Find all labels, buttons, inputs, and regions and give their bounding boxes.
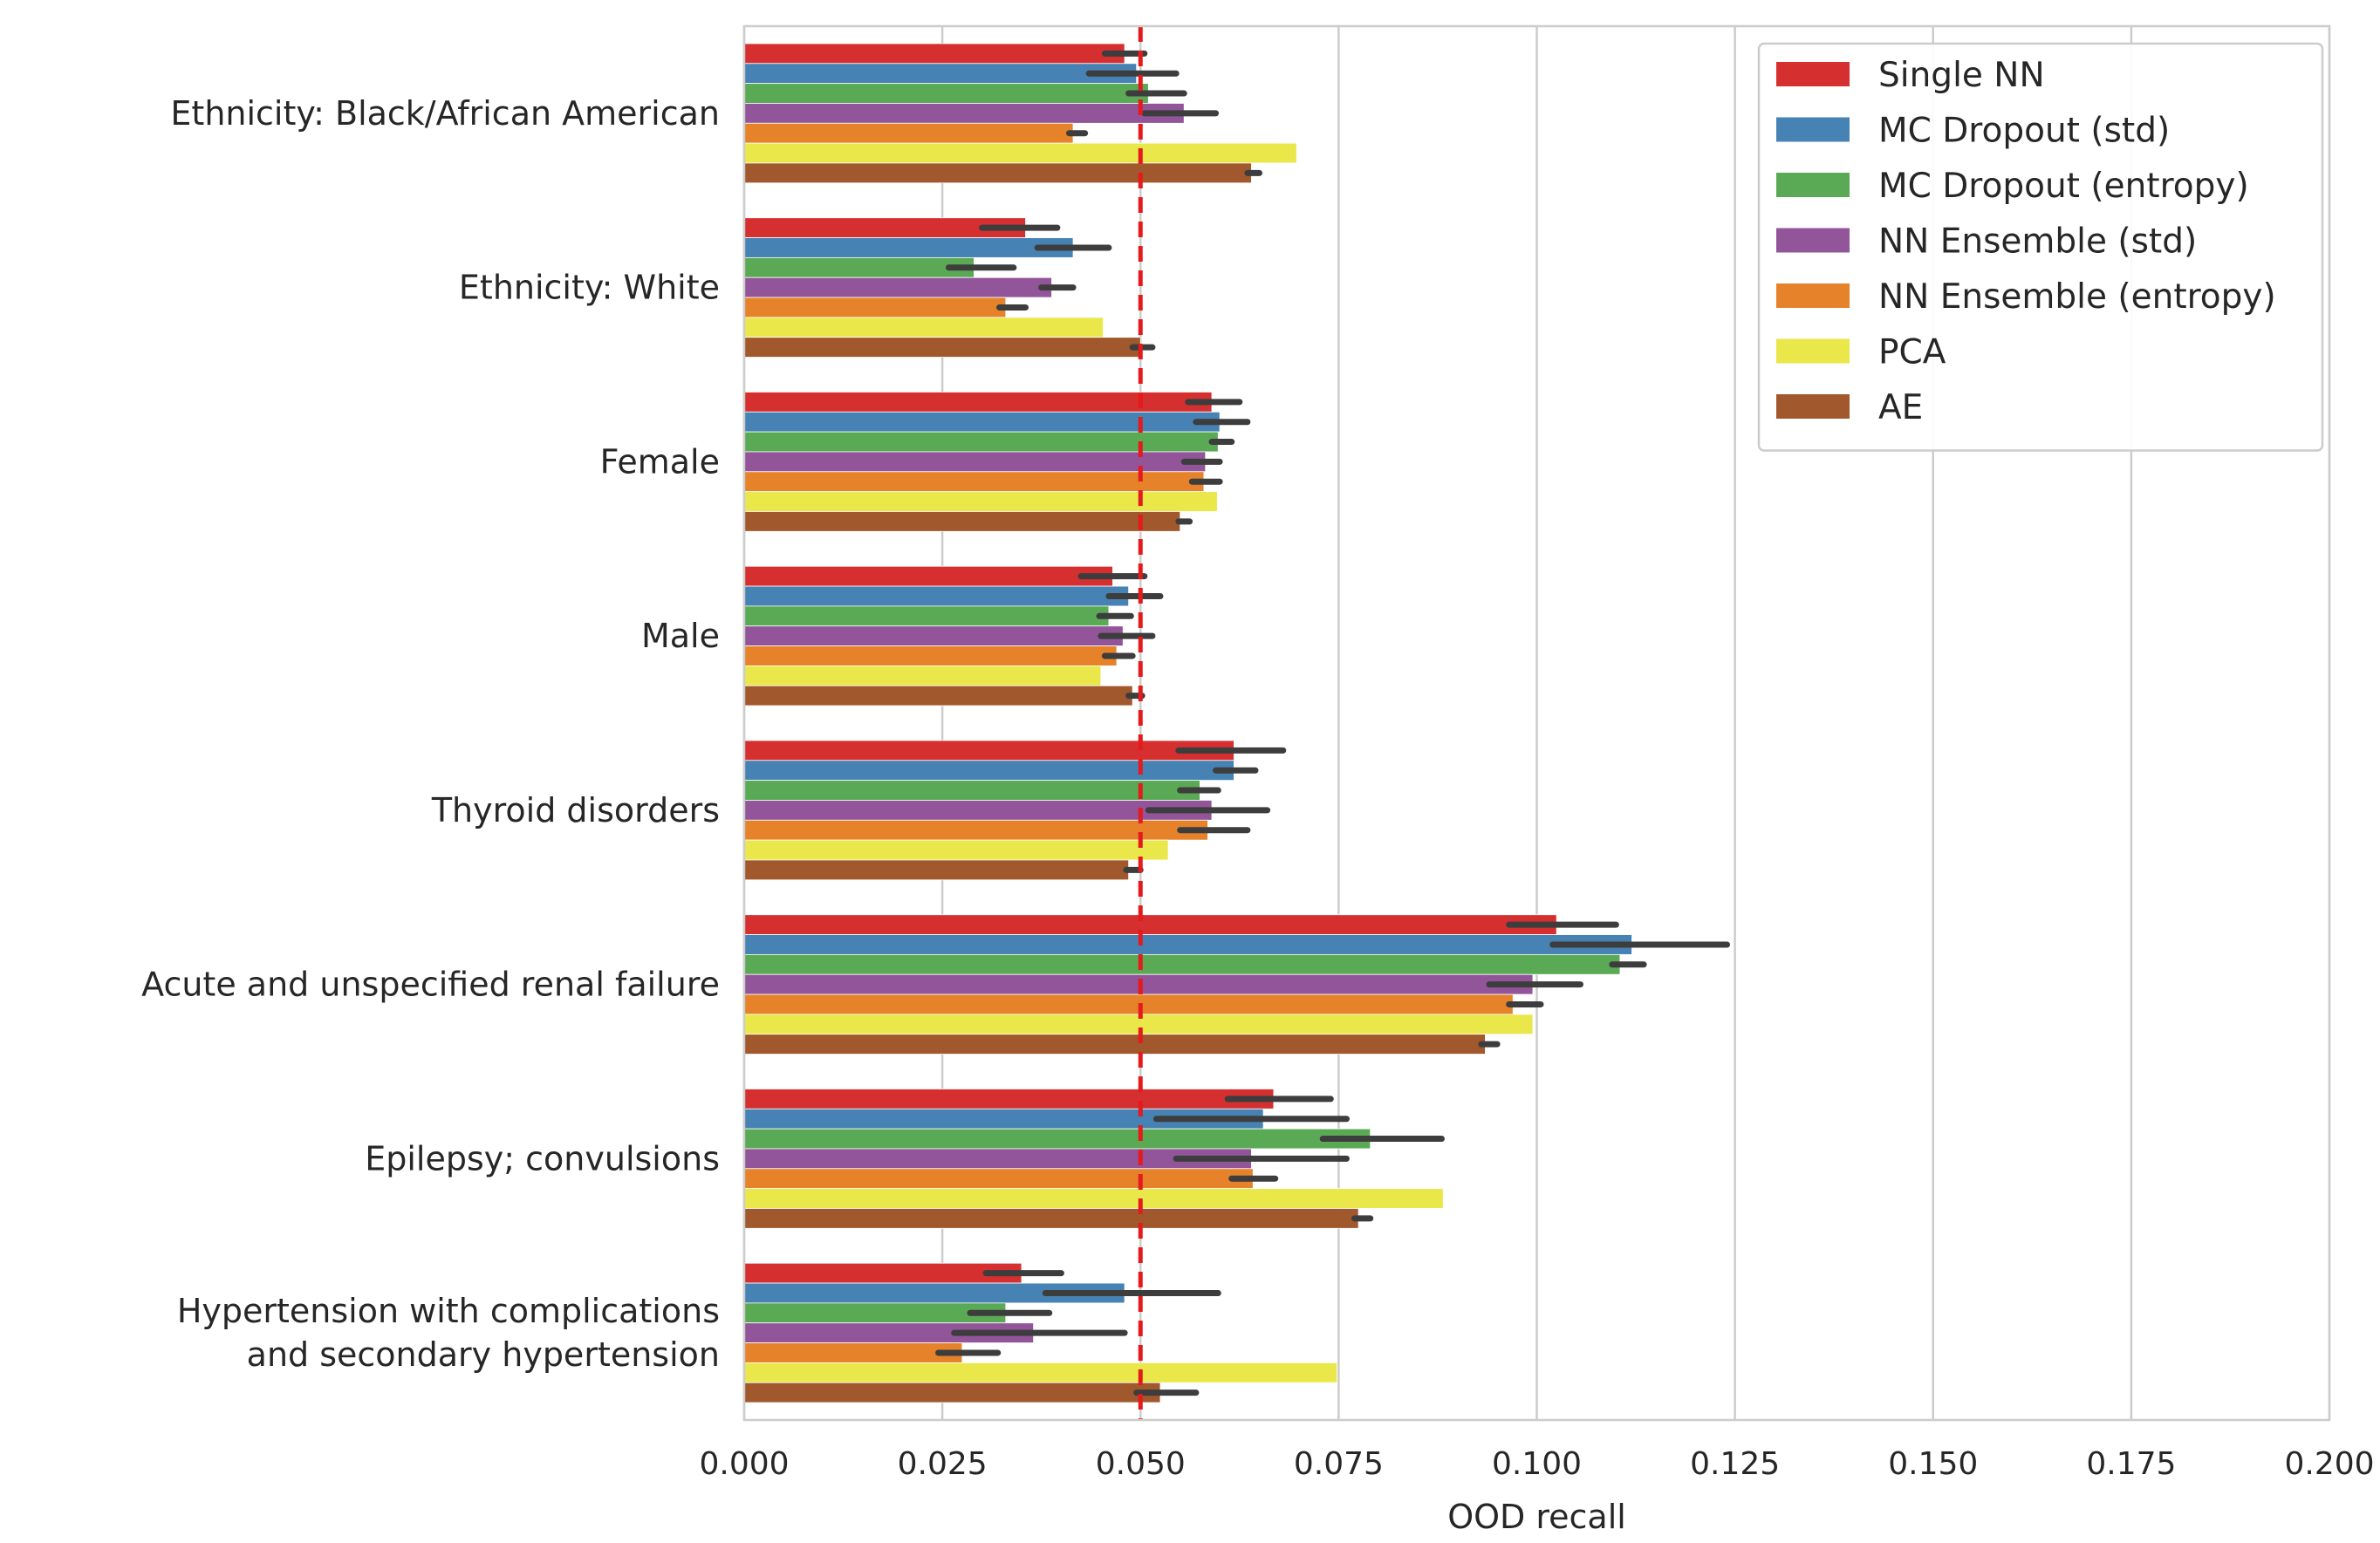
x-tick-label: 0.150 [1888,1446,1978,1482]
category-label: Thyroid disorders [431,791,720,830]
bar [743,491,1218,512]
bar [743,471,1205,493]
bar [743,1302,1007,1324]
legend-label: NN Ensemble (std) [1878,222,2197,262]
bars-group [743,43,1632,1403]
bar [743,780,1200,801]
legend-label: PCA [1878,333,1946,372]
bar [743,317,1104,338]
error-bars-group [935,50,1731,1396]
legend-swatch [1776,117,1850,142]
bar [743,565,1113,587]
bar [743,1168,1254,1190]
bar [743,277,1052,298]
bar [743,297,1007,318]
category-label: and secondary hypertension [247,1335,720,1374]
plot-frame [742,24,2331,1422]
x-tick-label: 0.100 [1492,1446,1582,1482]
x-tick-label: 0.175 [2086,1446,2176,1482]
bar [743,337,1141,358]
bar [743,103,1185,124]
bar [743,63,1138,85]
x-tick-label: 0.025 [898,1446,988,1482]
legend-swatch [1776,394,1850,419]
bar [743,122,1074,144]
bar [743,1089,1275,1109]
bar [743,740,1234,761]
bar [743,43,1125,65]
bar [743,162,1252,184]
category-label: Epilepsy; convulsions [365,1139,720,1178]
category-label: Ethnicity: Black/African American [170,94,720,133]
legend-swatch [1776,338,1850,364]
bar [743,1262,1022,1284]
bar [743,1188,1444,1209]
bar [743,839,1169,861]
bar [743,1034,1486,1055]
bar [743,1208,1359,1229]
bar [743,83,1149,104]
legend-swatch [1776,173,1850,197]
x-tick-label: 0.200 [2284,1446,2374,1482]
bar [743,685,1133,707]
bar [743,953,1621,975]
legend-label: AE [1878,388,1923,427]
bar [743,142,1297,164]
legend-label: MC Dropout (entropy) [1878,167,2249,206]
bar [743,934,1632,955]
legend-swatch [1776,283,1850,308]
bar [743,511,1181,532]
category-labels: Ethnicity: Black/African American Ethnici… [141,94,720,1374]
bar [743,914,1557,935]
x-tick-label: 0.000 [699,1446,789,1482]
legend-swatch [1776,228,1850,253]
legend-label: Single NN [1878,56,2045,95]
legend-box [1757,42,2324,452]
bar [743,993,1514,1015]
bar [743,431,1219,453]
category-label: Ethnicity: White [459,269,720,307]
legend-label: NN Ensemble (entropy) [1878,277,2276,317]
bar [743,760,1234,782]
x-tick-label: 0.125 [1690,1446,1780,1482]
bar [743,237,1074,258]
bar [743,625,1124,646]
x-tick-label: 0.050 [1096,1446,1186,1482]
category-label: Acute and unspecified renal failure [141,966,720,1004]
x-tick-label: 0.075 [1294,1446,1384,1482]
legend-swatch [1776,62,1850,86]
bar [743,665,1102,686]
bar [743,256,975,278]
category-label: Hypertension with complications [177,1292,720,1330]
bar [743,645,1118,666]
bar [743,1342,963,1363]
x-tick-labels: 0.000 0.025 0.050 0.075 0.100 0.125 0.150 0.175… [699,1446,2374,1482]
category-label: Female [600,442,720,481]
bar [743,451,1207,473]
bar [743,859,1130,881]
bar [743,1128,1371,1150]
legend-label: MC Dropout (std) [1878,112,2170,151]
bar [743,411,1221,433]
bar [743,1382,1161,1403]
legend: Single NN MC Dropout (std) MC Dropout (ent… [1757,42,2324,452]
bar [743,1362,1337,1383]
bar [743,585,1130,607]
category-label: Male [641,617,720,655]
x-axis-title: OOD recall [1447,1498,1626,1536]
bar [743,605,1110,627]
